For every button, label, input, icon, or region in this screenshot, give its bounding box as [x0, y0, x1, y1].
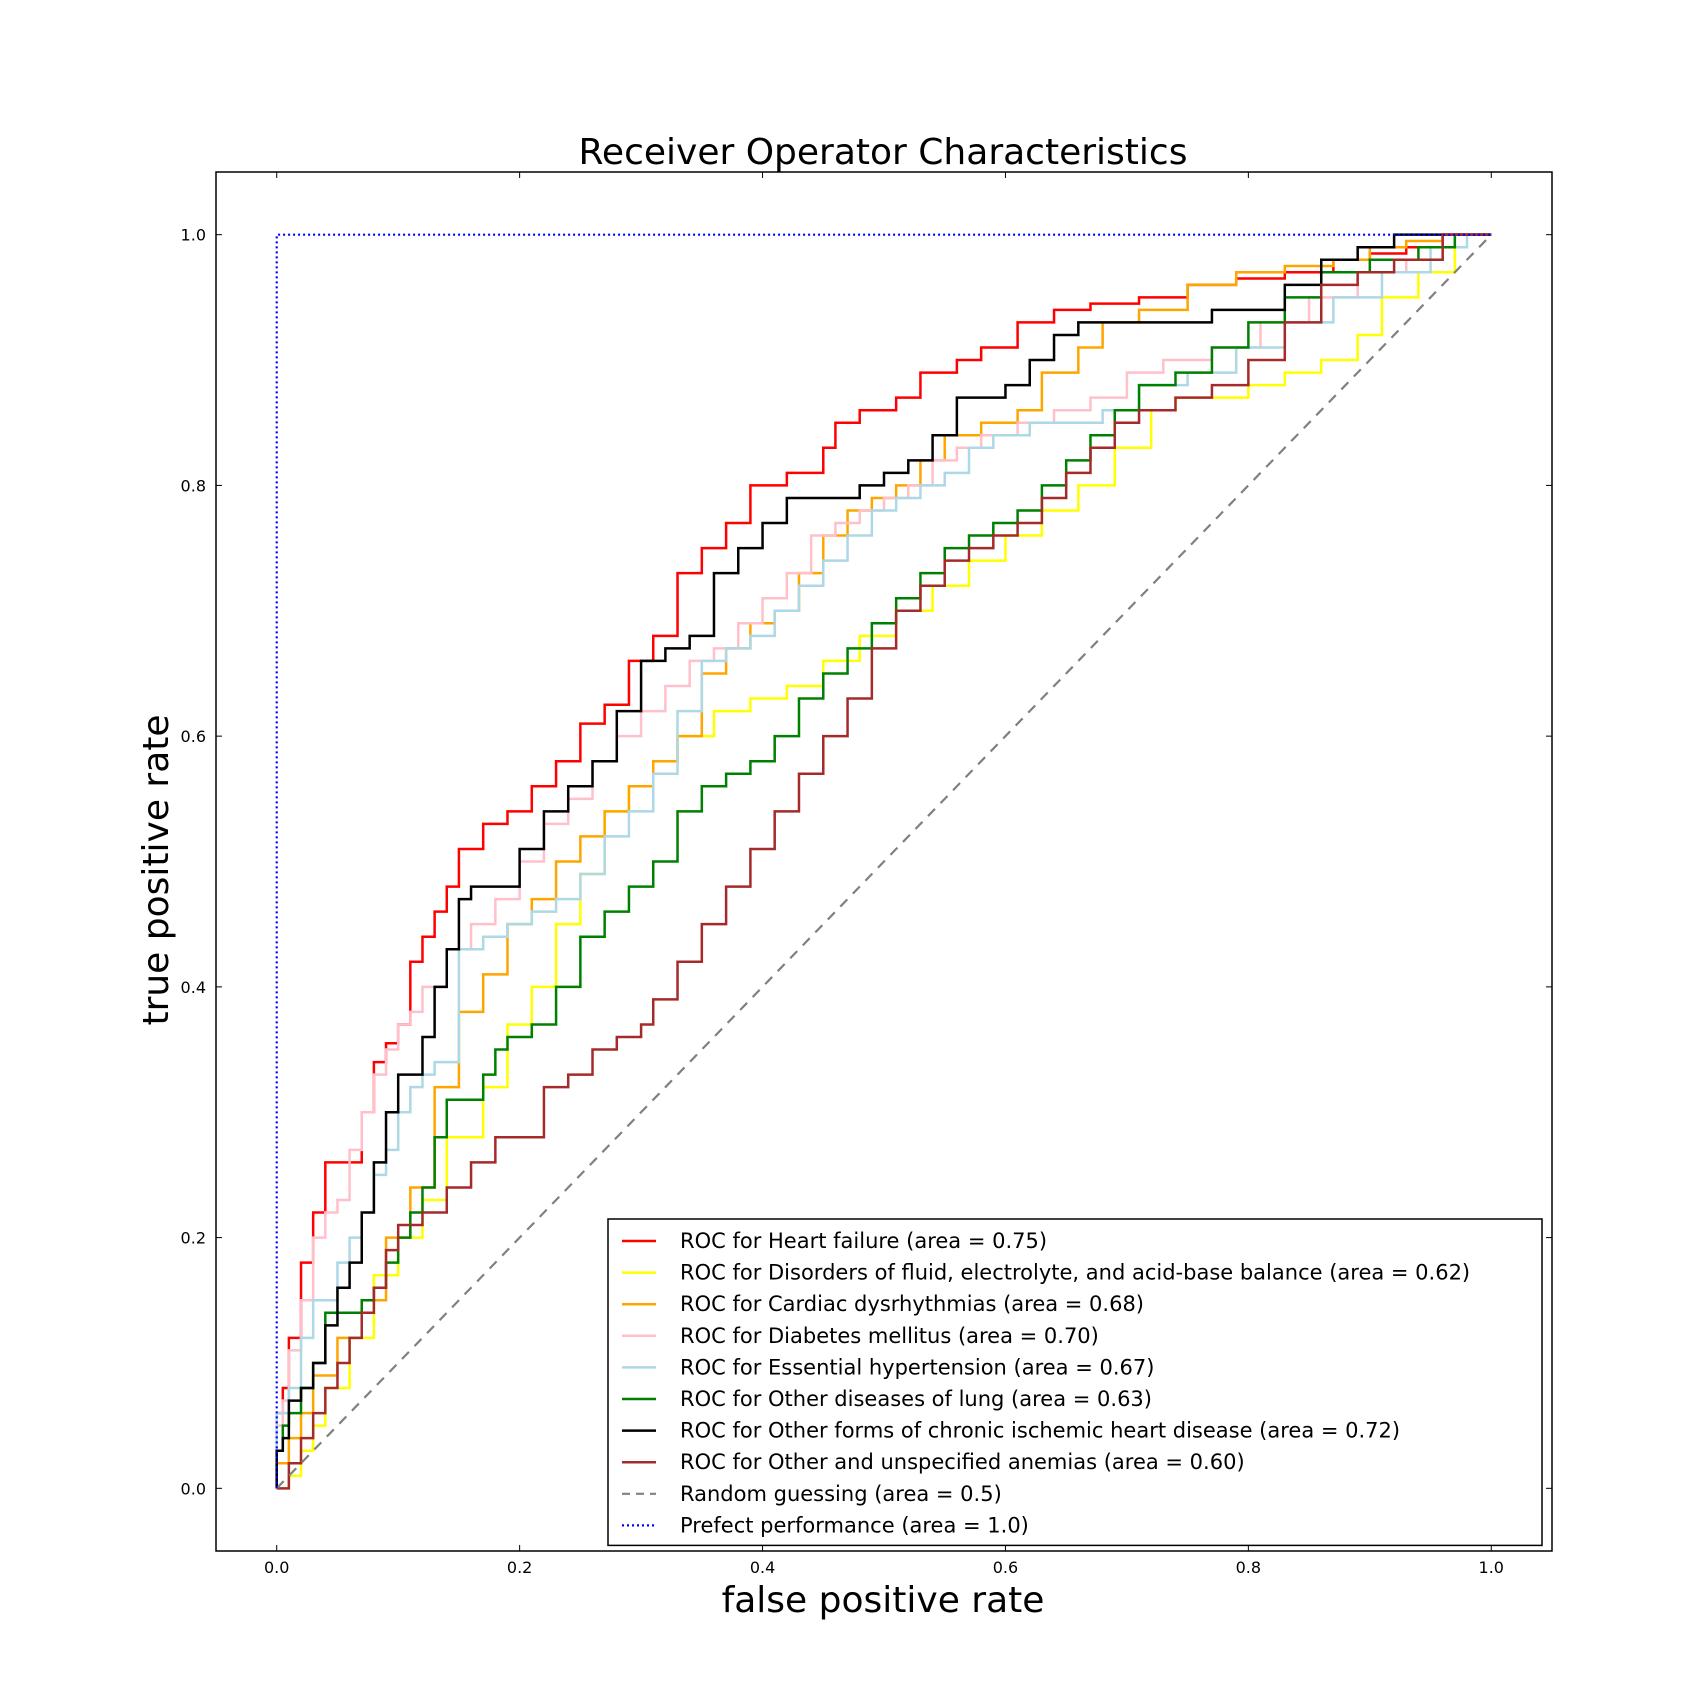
y-tick-label: 0.6	[181, 727, 206, 746]
x-tick-label: 0.6	[993, 1558, 1018, 1577]
legend-label: Prefect performance (area = 1.0)	[680, 1513, 1029, 1537]
series-line-4	[275, 233, 1492, 1489]
legend-label: ROC for Heart failure (area = 0.75)	[680, 1229, 1047, 1253]
x-tick-label: 1.0	[1479, 1558, 1504, 1577]
legend-label: ROC for Disorders of fluid, electrolyte,…	[680, 1261, 1470, 1285]
legend-label: ROC for Essential hypertension (area = 0…	[680, 1355, 1154, 1379]
legend-label: ROC for Other forms of chronic ischemic …	[680, 1419, 1400, 1443]
legend-box	[607, 1218, 1543, 1547]
plot-frame	[215, 171, 1553, 1552]
y-axis-label: true positive rate	[136, 714, 177, 1025]
series-line-7	[275, 233, 1492, 1489]
x-axis-label: false positive rate	[722, 1580, 1045, 1621]
legend-label: ROC for Cardiac dysrhythmias (area = 0.6…	[680, 1292, 1144, 1316]
x-tick-label: 0.2	[507, 1558, 532, 1577]
chart-title: Receiver Operator Characteristics	[579, 132, 1188, 173]
y-tick-label: 1.0	[181, 226, 206, 245]
series-line-9	[275, 233, 1493, 1490]
y-tick-label: 0.8	[181, 476, 206, 495]
legend-label: Random guessing (area = 0.5)	[680, 1482, 1002, 1506]
x-tick-label: 0.4	[750, 1558, 775, 1577]
legend-label: ROC for Other diseases of lung (area = 0…	[680, 1387, 1152, 1411]
x-tick-label: 0.0	[264, 1558, 289, 1577]
series-line-8	[276, 233, 1492, 1490]
legend: ROC for Heart failure (area = 0.75) ROC f…	[607, 1218, 1543, 1547]
y-tick-label: 0.2	[181, 1229, 206, 1248]
plot-area	[275, 233, 1493, 1490]
y-tick-label: 0.4	[181, 978, 206, 997]
legend-label: ROC for Diabetes mellitus (area = 0.70)	[680, 1324, 1099, 1348]
axis-ticks: 0.0 0.2 0.4 0.6 0.8 1.0 0.0 0.2 0.4 0.6 0.8 1.0	[181, 172, 1552, 1577]
x-tick-label: 0.8	[1236, 1558, 1261, 1577]
legend-label: ROC for Other and unspecified anemias (a…	[680, 1450, 1245, 1474]
y-tick-label: 0.0	[181, 1479, 206, 1498]
